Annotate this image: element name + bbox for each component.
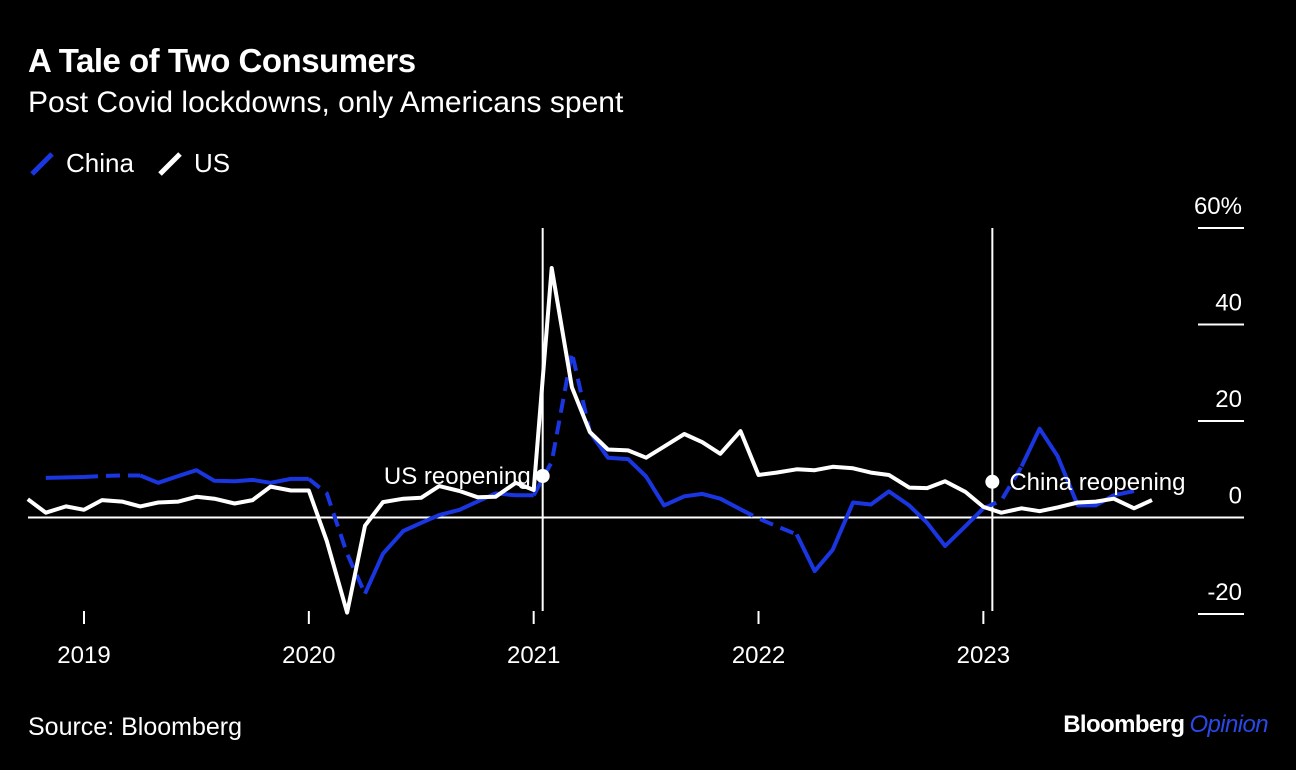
annotation-marker	[535, 469, 550, 484]
annotation-label: China reopening	[1009, 469, 1185, 496]
series-line-china	[794, 489, 985, 574]
y-tick-label: 60%	[1194, 193, 1242, 220]
x-tick-label: 2021	[507, 642, 560, 669]
series-line-china-dashed	[982, 465, 1024, 511]
series-line-china	[363, 491, 534, 595]
x-tick-label: 2019	[57, 642, 110, 669]
gridlines: 60% 40 20 0 -20	[28, 193, 1244, 615]
series-lines	[26, 266, 1153, 615]
series-line-china	[139, 468, 309, 485]
series-line-china-dashed	[307, 477, 367, 595]
series-line-china-dashed	[83, 473, 141, 479]
brand-suffix: Opinion	[1189, 711, 1268, 738]
x-tick-label: 2023	[957, 642, 1010, 669]
legend-item-china: China	[28, 148, 134, 179]
brand-name: Bloomberg	[1063, 711, 1185, 738]
y-tick-label: 20	[1215, 386, 1242, 413]
series-line-china-dashed	[531, 350, 592, 497]
y-tick-label: -20	[1207, 579, 1242, 606]
chart-subtitle: Post Covid lockdowns, only Americans spe…	[28, 86, 624, 119]
annotations: US reopening China reopening	[384, 463, 1186, 496]
series-line-china	[588, 430, 742, 512]
x-tick-label: 2022	[732, 642, 785, 669]
x-tick-label: 2020	[282, 642, 335, 669]
series-line-china	[45, 475, 85, 480]
x-axis: 2019 2020 2021 2022 2023	[57, 611, 1010, 669]
series-line-china-dashed	[739, 507, 798, 537]
series-line-us	[26, 266, 1153, 615]
source-note: Source: Bloomberg	[28, 713, 243, 741]
annotation-marker	[985, 474, 1000, 489]
legend: China US	[28, 148, 252, 179]
annotation-lines	[541, 228, 994, 611]
series-line-china	[1019, 426, 1135, 508]
china-line-swatch-icon	[30, 151, 54, 176]
legend-label-us: US	[193, 148, 231, 178]
brand-logo: Bloomberg Opinion	[1063, 711, 1268, 739]
legend-item-us: US	[156, 148, 230, 179]
annotation-label: US reopening	[384, 463, 531, 490]
chart-title: A Tale of Two Consumers	[28, 42, 416, 79]
legend-label-china: China	[66, 148, 134, 178]
y-tick-label: 40	[1215, 290, 1242, 317]
y-tick-label: 0	[1229, 483, 1242, 510]
us-line-swatch-icon	[158, 151, 182, 176]
